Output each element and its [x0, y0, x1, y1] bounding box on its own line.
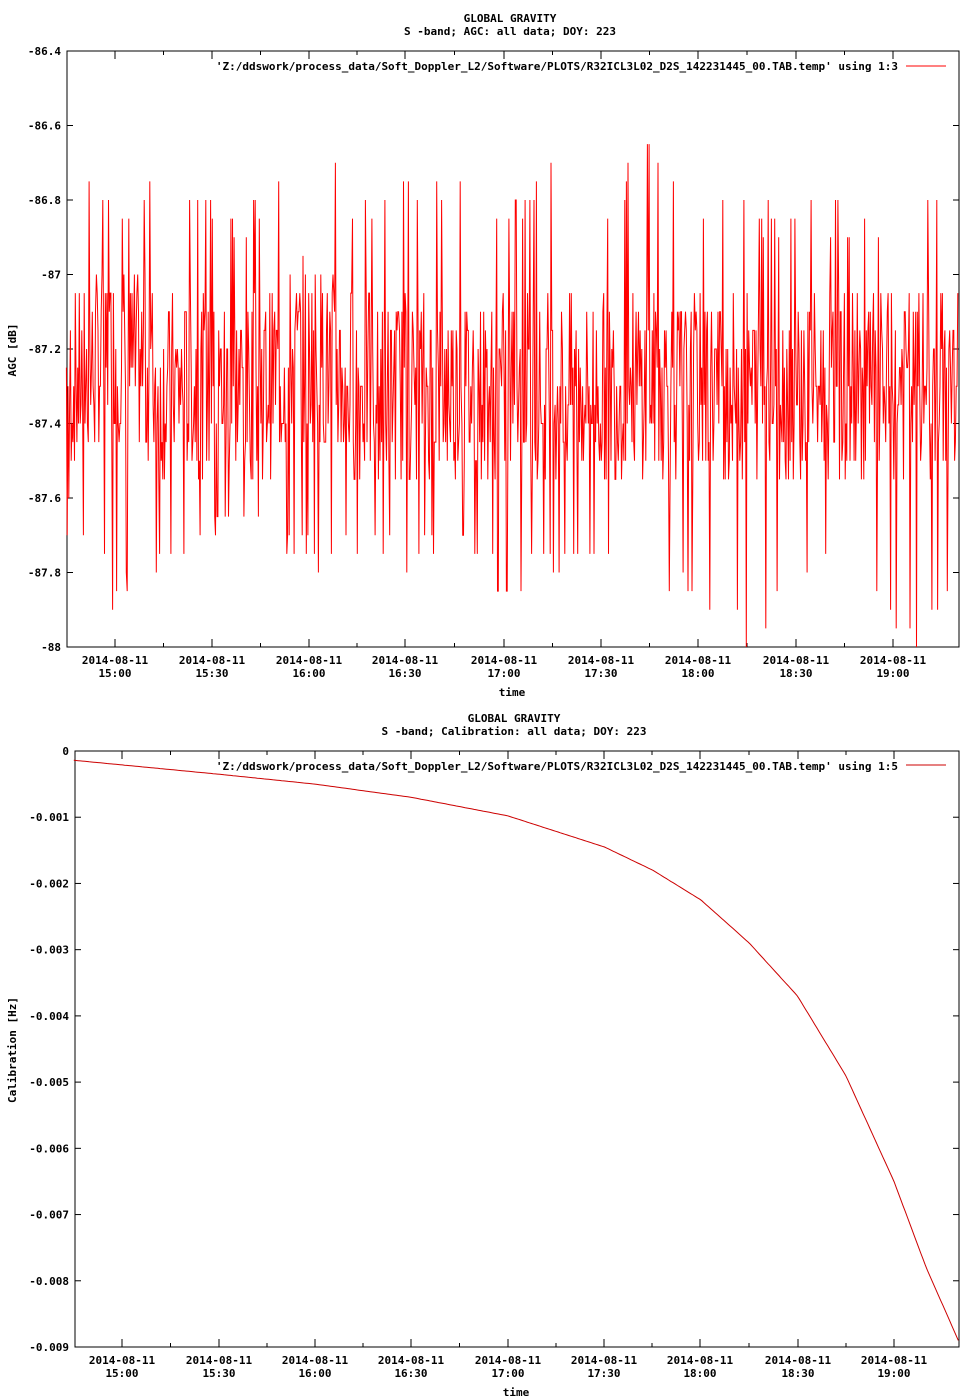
y-ticks: -86.4 -86.6 -86.8 -87 -87.2 -87.4 -87.6 -87.8 -8…: [28, 45, 959, 654]
chart-title: GLOBAL GRAVITY: [468, 712, 561, 725]
calibration-series-line: [73, 759, 959, 1341]
y-axis-label: AGC [dB]: [6, 324, 19, 377]
x-tick-time: 18:30: [779, 667, 812, 680]
chart-title: GLOBAL GRAVITY: [464, 12, 557, 25]
x-tick-date: 2014-08-11: [765, 1354, 832, 1367]
x-tick-date: 2014-08-11: [665, 654, 732, 667]
calibration-chart: GLOBAL GRAVITY S -band; Calibration: all…: [6, 712, 960, 1399]
x-tick-date: 2014-08-11: [276, 654, 343, 667]
x-tick-time: 17:00: [491, 1367, 524, 1380]
y-tick-label: -0.006: [29, 1142, 69, 1155]
x-axis-label: time: [503, 1386, 530, 1399]
y-tick-label: -0.003: [29, 944, 69, 957]
y-tick-label: -87.6: [28, 492, 61, 505]
x-tick-time: 18:30: [781, 1367, 814, 1380]
x-tick-time: 17:30: [587, 1367, 620, 1380]
x-tick-date: 2014-08-11: [471, 654, 538, 667]
plot-area: 0 -0.001 -0.002 -0.003 -0.004 -0.005 -0.006 -0.…: [29, 745, 960, 1380]
y-ticks: 0 -0.001 -0.002 -0.003 -0.004 -0.005 -0.006 -0.…: [29, 745, 959, 1354]
x-tick-time: 16:00: [298, 1367, 331, 1380]
x-tick-date: 2014-08-11: [378, 1354, 445, 1367]
y-tick-label: -87.2: [28, 343, 61, 356]
x-tick-date: 2014-08-11: [860, 654, 927, 667]
y-tick-label: -0.008: [29, 1275, 69, 1288]
x-tick-time: 18:00: [681, 667, 714, 680]
x-tick-time: 16:30: [394, 1367, 427, 1380]
x-tick-date: 2014-08-11: [763, 654, 830, 667]
x-tick-time: 17:30: [584, 667, 617, 680]
y-tick-label: -86.6: [28, 120, 61, 133]
y-tick-label: -0.001: [29, 811, 69, 824]
x-tick-time: 15:30: [202, 1367, 235, 1380]
x-tick-time: 15:00: [105, 1367, 138, 1380]
y-tick-label: -87: [41, 269, 61, 282]
x-tick-date: 2014-08-11: [475, 1354, 542, 1367]
legend-label: 'Z:/ddswork/process_data/Soft_Doppler_L2…: [216, 760, 898, 773]
y-tick-label: 0: [62, 745, 69, 758]
legend-label: 'Z:/ddswork/process_data/Soft_Doppler_L2…: [216, 60, 898, 73]
x-tick-date: 2014-08-11: [568, 654, 635, 667]
x-ticks: 2014-08-1115:002014-08-1115:302014-08-11…: [82, 51, 927, 680]
y-tick-label: -0.005: [29, 1076, 69, 1089]
chart-subtitle: S -band; Calibration: all data; DOY: 223: [382, 725, 647, 738]
x-tick-time: 16:30: [388, 667, 421, 680]
x-tick-time: 15:30: [195, 667, 228, 680]
y-tick-label: -0.009: [29, 1341, 69, 1354]
x-tick-date: 2014-08-11: [89, 1354, 156, 1367]
y-axis-label: Calibration [Hz]: [6, 997, 19, 1103]
y-tick-label: -0.004: [29, 1010, 69, 1023]
x-tick-date: 2014-08-11: [186, 1354, 253, 1367]
x-tick-date: 2014-08-11: [282, 1354, 349, 1367]
y-tick-label: -0.007: [29, 1209, 69, 1222]
plot-frame: [74, 750, 960, 1348]
y-tick-label: -86.4: [28, 45, 61, 58]
plot-area: -86.4 -86.6 -86.8 -87 -87.2 -87.4 -87.6 -87.8 -8…: [28, 45, 960, 680]
chart-subtitle: S -band; AGC: all data; DOY: 223: [404, 25, 616, 38]
y-tick-label: -87.4: [28, 418, 61, 431]
x-tick-time: 19:00: [876, 667, 909, 680]
x-axis-label: time: [499, 686, 526, 699]
x-tick-time: 15:00: [98, 667, 131, 680]
x-tick-time: 17:00: [487, 667, 520, 680]
y-tick-label: -87.8: [28, 567, 61, 580]
x-tick-time: 16:00: [292, 667, 325, 680]
y-tick-label: -86.8: [28, 194, 61, 207]
legend: 'Z:/ddswork/process_data/Soft_Doppler_L2…: [216, 60, 946, 73]
x-tick-date: 2014-08-11: [179, 654, 246, 667]
legend: 'Z:/ddswork/process_data/Soft_Doppler_L2…: [216, 760, 946, 773]
y-tick-label: -88: [41, 641, 61, 654]
agc-series-line: [65, 144, 959, 648]
x-tick-time: 19:00: [877, 1367, 910, 1380]
x-tick-date: 2014-08-11: [82, 654, 149, 667]
x-ticks: 2014-08-1115:002014-08-1115:302014-08-11…: [89, 751, 928, 1380]
x-tick-date: 2014-08-11: [571, 1354, 638, 1367]
y-tick-label: -0.002: [29, 877, 69, 890]
x-tick-time: 18:00: [683, 1367, 716, 1380]
x-tick-date: 2014-08-11: [372, 654, 439, 667]
agc-chart: GLOBAL GRAVITY S -band; AGC: all data; D…: [6, 12, 960, 699]
x-tick-date: 2014-08-11: [861, 1354, 928, 1367]
x-tick-date: 2014-08-11: [667, 1354, 734, 1367]
